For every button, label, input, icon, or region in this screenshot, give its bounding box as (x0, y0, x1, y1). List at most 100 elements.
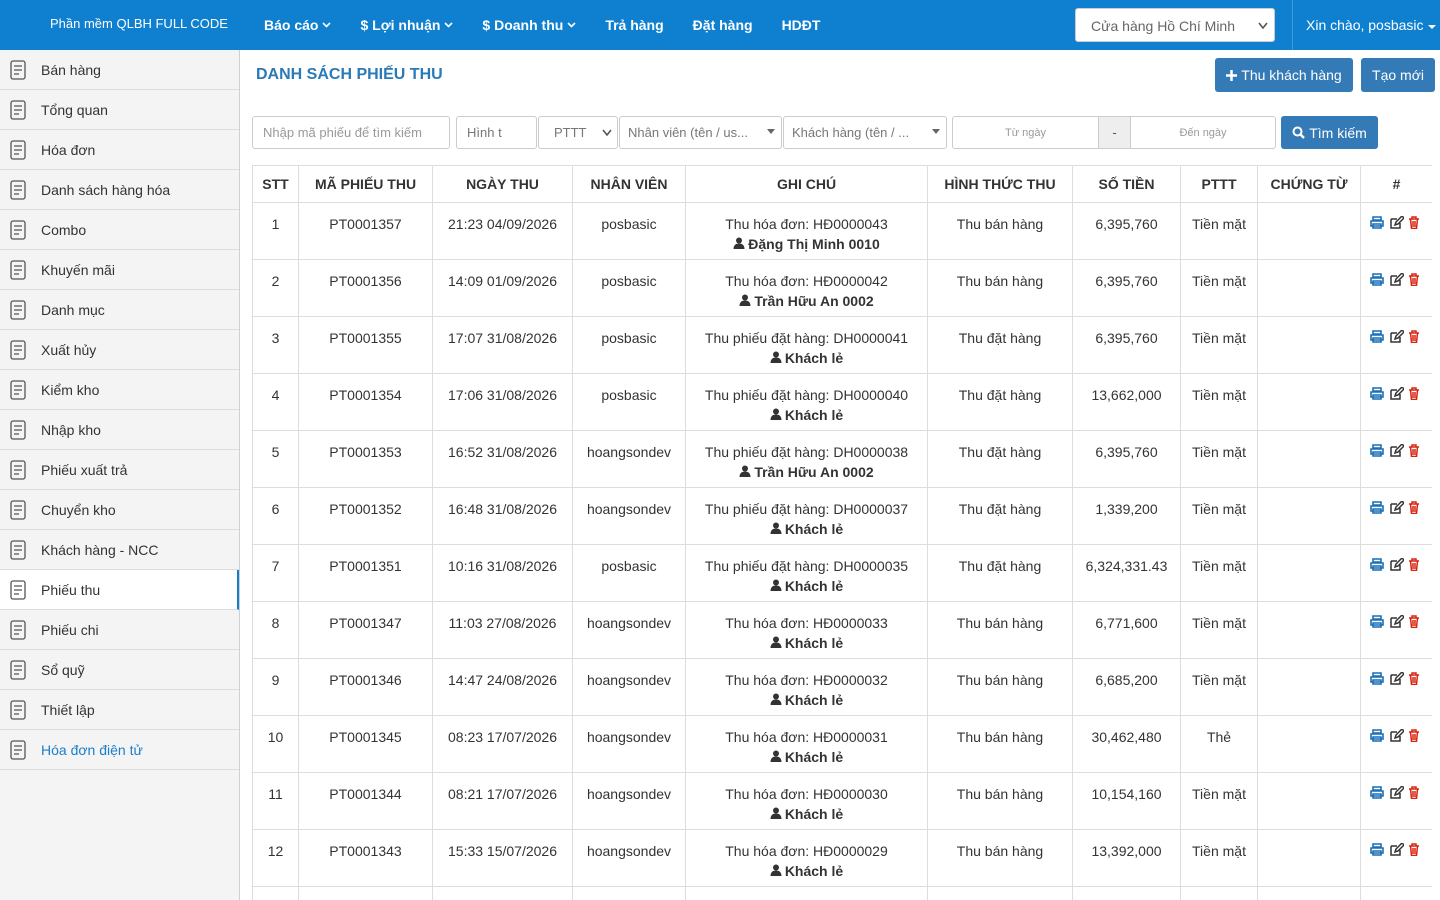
to-date[interactable]: Đến ngày (1130, 116, 1276, 149)
delete-icon[interactable] (1408, 729, 1420, 743)
from-date[interactable]: Từ ngày (952, 116, 1099, 149)
print-icon[interactable] (1370, 843, 1384, 856)
edit-icon[interactable] (1390, 499, 1406, 514)
brand[interactable]: Phần mềm QLBH FULL CODE (50, 16, 228, 31)
cell-date: 16:52 31/08/2026 (432, 430, 573, 488)
delete-icon[interactable] (1408, 615, 1420, 629)
print-icon[interactable] (1370, 273, 1384, 286)
employee-select[interactable]: Nhân viên (tên / us... (619, 116, 782, 149)
user-icon (770, 579, 782, 591)
delete-icon[interactable] (1408, 558, 1420, 572)
edit-icon[interactable] (1390, 442, 1406, 457)
delete-icon[interactable] (1408, 843, 1420, 857)
note-text: Thu phiếu đặt hàng: DH0000041 (704, 330, 909, 346)
delete-icon[interactable] (1408, 444, 1420, 458)
cell-type: Thu đặt hàng (927, 544, 1073, 602)
method-select[interactable]: PTTT (538, 116, 618, 149)
sidebar-label: Sổ quỹ (41, 661, 85, 678)
new-button[interactable]: Tạo mới (1361, 58, 1435, 92)
sidebar-item[interactable]: Nhập kho (0, 410, 239, 450)
sidebar-item[interactable]: Danh sách hàng hóa (0, 170, 239, 210)
icon-shape (1409, 615, 1419, 629)
cell-type: Thu đặt hàng (927, 487, 1073, 545)
sidebar-item[interactable]: Chuyển kho (0, 490, 239, 530)
sidebar-label: Phiếu chi (41, 621, 99, 638)
icon-shape (772, 351, 779, 358)
edit-icon[interactable] (1390, 385, 1406, 400)
cell-empty (1072, 886, 1181, 900)
sidebar-item[interactable]: Combo (0, 210, 239, 250)
column-header: NHÂN VIÊN (572, 165, 686, 203)
cell-amount: 6,395,760 (1072, 202, 1181, 260)
delete-icon[interactable] (1408, 786, 1420, 800)
sidebar-item[interactable]: Tổng quan (0, 90, 239, 130)
icon-shape (10, 699, 26, 720)
edit-icon[interactable] (1390, 670, 1406, 685)
cell-amount: 6,395,760 (1072, 259, 1181, 317)
code-input[interactable]: Nhập mã phiếu để tìm kiếm (252, 116, 450, 149)
menu-item[interactable]: $ Lợi nhuận (360, 0, 453, 50)
print-icon[interactable] (1370, 501, 1384, 514)
new-label: Tạo mới (1372, 67, 1424, 83)
sidebar-item[interactable]: Hóa đơn (0, 130, 239, 170)
cell-stt: 6 (252, 487, 299, 545)
print-icon[interactable] (1370, 672, 1384, 685)
customer-select[interactable]: Khách hàng (tên / ... (783, 116, 947, 149)
note-text: Thu phiếu đặt hàng: DH0000037 (704, 501, 909, 517)
edit-icon[interactable] (1390, 727, 1406, 742)
sidebar-item[interactable]: Sổ quỹ (0, 650, 239, 690)
delete-icon[interactable] (1408, 501, 1420, 515)
sidebar-item[interactable]: Kiểm kho (0, 370, 239, 410)
edit-icon[interactable] (1390, 613, 1406, 628)
edit-icon[interactable] (1390, 328, 1406, 343)
delete-icon[interactable] (1408, 273, 1420, 287)
column-header: PTTT (1180, 165, 1258, 203)
delete-icon[interactable] (1408, 672, 1420, 686)
delete-icon[interactable] (1408, 387, 1420, 401)
type-select[interactable]: Hình t (456, 116, 537, 149)
delete-icon[interactable] (1408, 330, 1420, 344)
sidebar-item[interactable]: Thiết lập (0, 690, 239, 730)
print-icon[interactable] (1370, 330, 1384, 343)
table-row: 10 PT0001345 08:23 17/07/2026 hoangsondev Th… (252, 715, 1432, 773)
sidebar: Bán hàng Tổng quan Hóa đơn Danh sách hàng h… (0, 50, 240, 900)
cell-document (1257, 259, 1361, 317)
edit-icon[interactable] (1390, 214, 1406, 229)
menu-item[interactable]: HDĐT (782, 0, 821, 50)
edit-icon[interactable] (1390, 784, 1406, 799)
customer: Khách lẻ (687, 747, 926, 767)
note-text: Thu phiếu đặt hàng: DH0000038 (704, 444, 909, 460)
edit-icon[interactable] (1390, 271, 1406, 286)
sidebar-item[interactable]: Khách hàng - NCC (0, 530, 239, 570)
menu-item[interactable]: Báo cáo (264, 0, 332, 50)
icon-shape (742, 465, 749, 472)
sidebar-item[interactable]: Phiếu xuất trả (0, 450, 239, 490)
icon-shape (739, 471, 751, 477)
print-icon[interactable] (1370, 387, 1384, 400)
delete-icon[interactable] (1408, 216, 1420, 230)
print-icon[interactable] (1370, 216, 1384, 229)
sidebar-item[interactable]: Bán hàng (0, 50, 239, 90)
print-icon[interactable] (1370, 729, 1384, 742)
menu-item[interactable]: $ Doanh thu (482, 0, 576, 50)
store-select[interactable]: Cửa hàng Hồ Chí Minh (1075, 8, 1275, 42)
sidebar-item[interactable]: Danh mục (0, 290, 239, 330)
edit-icon[interactable] (1390, 841, 1406, 856)
user-menu[interactable]: Xin chào, posbasic (1292, 0, 1440, 50)
search-button[interactable]: Tìm kiếm (1281, 116, 1378, 149)
collect-button[interactable]: Thu khách hàng (1215, 58, 1353, 92)
print-icon[interactable] (1370, 558, 1384, 571)
customer: Khách lẻ (687, 861, 926, 881)
print-icon[interactable] (1370, 444, 1384, 457)
sidebar-item[interactable]: Phiếu chi (0, 610, 239, 650)
sidebar-item[interactable]: Hóa đơn điện tử (0, 730, 239, 770)
print-icon[interactable] (1370, 786, 1384, 799)
edit-icon[interactable] (1390, 556, 1406, 571)
icon-shape (770, 642, 782, 648)
menu-item[interactable]: Trả hàng (605, 0, 663, 50)
sidebar-item[interactable]: Xuất hủy (0, 330, 239, 370)
sidebar-item[interactable]: Khuyến mãi (0, 250, 239, 290)
menu-item[interactable]: Đặt hàng (693, 0, 753, 50)
sidebar-item[interactable]: Phiếu thu (0, 570, 239, 610)
print-icon[interactable] (1370, 615, 1384, 628)
